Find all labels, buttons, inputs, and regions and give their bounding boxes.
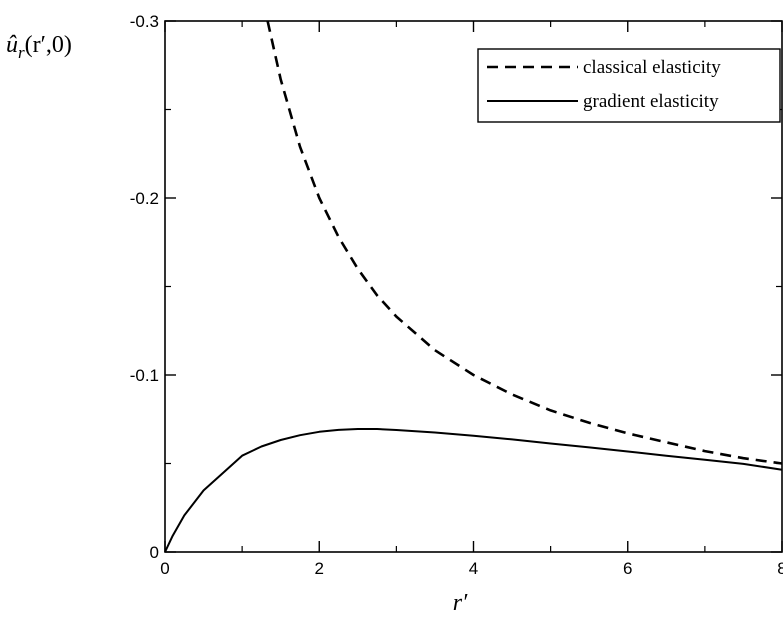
y-axis-title-args: (r′,0) xyxy=(25,32,72,58)
plot-frame xyxy=(164,20,783,553)
y-tick-label: 0 xyxy=(150,543,159,562)
x-tick-label: 2 xyxy=(315,559,324,578)
legend-label-gradient: gradient elasticity xyxy=(583,91,719,112)
y-axis-title-base: û xyxy=(6,32,18,58)
x-axis-title: r′ xyxy=(453,590,468,616)
legend-label-classical: classical elasticity xyxy=(583,57,721,78)
series-gradient-elasticity-line xyxy=(164,428,783,553)
y-tick-label: -0.3 xyxy=(130,12,159,31)
y-tick-label: -0.1 xyxy=(130,366,159,385)
x-tick-label: 4 xyxy=(469,559,478,578)
y-axis-title: ûr(r′,0) xyxy=(6,32,72,62)
y-tick-label: -0.2 xyxy=(130,189,159,208)
series-classical-elasticity-line xyxy=(266,20,783,465)
axis-tick-labels: 0 2 4 6 8 0 -0.1 -0.2 -0.3 xyxy=(130,12,783,578)
x-tick-label: 6 xyxy=(623,559,632,578)
x-tick-label: 0 xyxy=(160,559,169,578)
series-lines xyxy=(164,20,783,553)
x-tick-label: 8 xyxy=(777,559,783,578)
y-axis-title-sub: r xyxy=(18,43,25,62)
legend-box xyxy=(477,48,781,123)
legend: classical elasticity gradient elasticity xyxy=(477,48,781,123)
